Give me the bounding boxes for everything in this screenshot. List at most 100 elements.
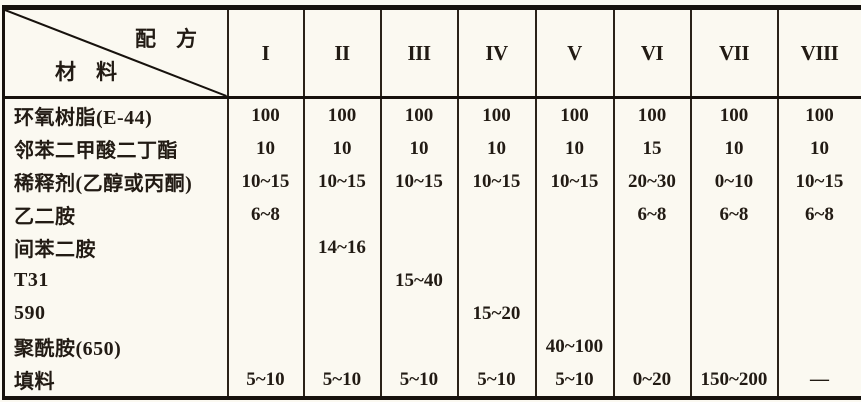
table-cell: 10 bbox=[689, 132, 778, 165]
column-header-3: III bbox=[379, 7, 458, 99]
table-cell: 40~100 bbox=[534, 330, 614, 363]
table-cell: 10~15 bbox=[302, 165, 381, 198]
material-label: 邻苯二甲酸二丁酯 bbox=[14, 140, 178, 162]
table-cell bbox=[226, 297, 304, 330]
column-header-4: IV bbox=[456, 7, 536, 99]
table-cell: 6~8 bbox=[612, 198, 691, 231]
material-label: 稀释剂(乙醇或丙酮) bbox=[14, 173, 193, 195]
table-cell bbox=[612, 330, 691, 363]
material-label: 聚酰胺(650) bbox=[14, 338, 122, 360]
table-cell bbox=[302, 264, 381, 297]
material-label: 环氧树脂(E-44) bbox=[14, 107, 153, 129]
table-cell bbox=[456, 231, 536, 264]
table-cell bbox=[689, 330, 778, 363]
formulation-table: 配 方 材 料 I II III IV V VI VII VIII 环氧树脂(E… bbox=[2, 5, 861, 400]
table-cell bbox=[379, 330, 458, 363]
table-cell: 10~15 bbox=[456, 165, 536, 198]
table-cell: 10 bbox=[379, 132, 458, 165]
table-cell bbox=[302, 198, 381, 231]
table-cell bbox=[456, 198, 536, 231]
table-cell: 100 bbox=[456, 97, 536, 132]
table-cell bbox=[776, 264, 861, 297]
table-cell bbox=[689, 297, 778, 330]
table-cell: 5~10 bbox=[302, 363, 381, 398]
table-cell: 10~15 bbox=[226, 165, 304, 198]
table-cell bbox=[612, 297, 691, 330]
material-label: 乙二胺 bbox=[14, 206, 76, 228]
table-cell: 0~20 bbox=[612, 363, 691, 398]
table-cell bbox=[612, 231, 691, 264]
table-cell bbox=[534, 297, 614, 330]
table-cell bbox=[302, 297, 381, 330]
table-row: 590 15~20 bbox=[4, 297, 861, 330]
corner-header-cell: 配 方 材 料 bbox=[3, 7, 228, 99]
table-cell: 20~30 bbox=[612, 165, 691, 198]
table-row: 聚酰胺(650) 40~100 bbox=[4, 330, 861, 363]
formulation-table-wrapper: 配 方 材 料 I II III IV V VI VII VIII 环氧树脂(E… bbox=[2, 5, 861, 400]
table-cell: 100 bbox=[379, 97, 458, 132]
material-label: T31 bbox=[14, 269, 49, 291]
table-row: T31 15~40 bbox=[4, 264, 861, 297]
table-cell bbox=[776, 330, 861, 363]
table-cell bbox=[612, 264, 691, 297]
table-cell bbox=[534, 198, 614, 231]
table-cell: 10 bbox=[776, 132, 861, 165]
table-cell: 6~8 bbox=[226, 198, 304, 231]
table-row: 环氧树脂(E-44) 100 100 100 100 100 100 100 1… bbox=[4, 97, 861, 132]
table-row: 稀释剂(乙醇或丙酮) 10~15 10~15 10~15 10~15 10~15… bbox=[4, 165, 861, 198]
material-label: 间苯二胺 bbox=[14, 239, 96, 261]
table-cell: 10~15 bbox=[534, 165, 614, 198]
table-cell: 5~10 bbox=[226, 363, 304, 398]
table-cell bbox=[226, 330, 304, 363]
table-cell bbox=[689, 231, 778, 264]
diagonal-divider-line bbox=[5, 10, 227, 96]
column-header-8: VIII bbox=[776, 7, 861, 99]
column-header-1: I bbox=[226, 7, 304, 99]
table-cell: 10~15 bbox=[379, 165, 458, 198]
table-cell: 100 bbox=[689, 97, 778, 132]
table-cell: 10 bbox=[302, 132, 381, 165]
table-cell bbox=[226, 231, 304, 264]
table-cell bbox=[456, 330, 536, 363]
table-cell bbox=[534, 231, 614, 264]
corner-label-material: 材 料 bbox=[55, 60, 117, 84]
table-row: 乙二胺 6~8 6~8 6~8 6~8 bbox=[4, 198, 861, 231]
table-cell: 14~16 bbox=[302, 231, 381, 264]
table-cell bbox=[776, 297, 861, 330]
table-cell: 150~200 bbox=[689, 363, 778, 398]
table-cell: 0~10 bbox=[689, 165, 778, 198]
table-cell bbox=[534, 264, 614, 297]
table-cell: 100 bbox=[776, 97, 861, 132]
table-cell: — bbox=[776, 363, 861, 398]
column-header-7: VII bbox=[689, 7, 778, 99]
table-cell: 10 bbox=[226, 132, 304, 165]
table-cell: 10 bbox=[456, 132, 536, 165]
column-header-6: VI bbox=[612, 7, 691, 99]
table-cell: 100 bbox=[302, 97, 381, 132]
corner-label-formula: 配 方 bbox=[135, 27, 197, 51]
table-cell: 100 bbox=[226, 97, 304, 132]
table-cell bbox=[379, 231, 458, 264]
table-cell: 6~8 bbox=[689, 198, 778, 231]
table-row: 填料 5~10 5~10 5~10 5~10 5~10 0~20 150~200… bbox=[4, 363, 861, 398]
column-header-2: II bbox=[302, 7, 381, 99]
table-cell: 5~10 bbox=[379, 363, 458, 398]
table-row: 邻苯二甲酸二丁酯 10 10 10 10 10 15 10 10 bbox=[4, 132, 861, 165]
table-cell: 10 bbox=[534, 132, 614, 165]
table-cell: 5~10 bbox=[456, 363, 536, 398]
table-cell bbox=[379, 198, 458, 231]
table-row: 间苯二胺 14~16 bbox=[4, 231, 861, 264]
table-cell: 15 bbox=[612, 132, 691, 165]
material-label: 填料 bbox=[14, 371, 55, 393]
table-cell: 15~40 bbox=[379, 264, 458, 297]
table-cell bbox=[379, 297, 458, 330]
table-cell bbox=[776, 231, 861, 264]
table-cell: 100 bbox=[534, 97, 614, 132]
column-header-5: V bbox=[534, 7, 614, 99]
table-cell: 10~15 bbox=[776, 165, 861, 198]
header-row: 配 方 材 料 I II III IV V VI VII VIII bbox=[3, 7, 861, 99]
table-cell: 100 bbox=[612, 97, 691, 132]
table-cell bbox=[226, 264, 304, 297]
table-cell: 6~8 bbox=[776, 198, 861, 231]
